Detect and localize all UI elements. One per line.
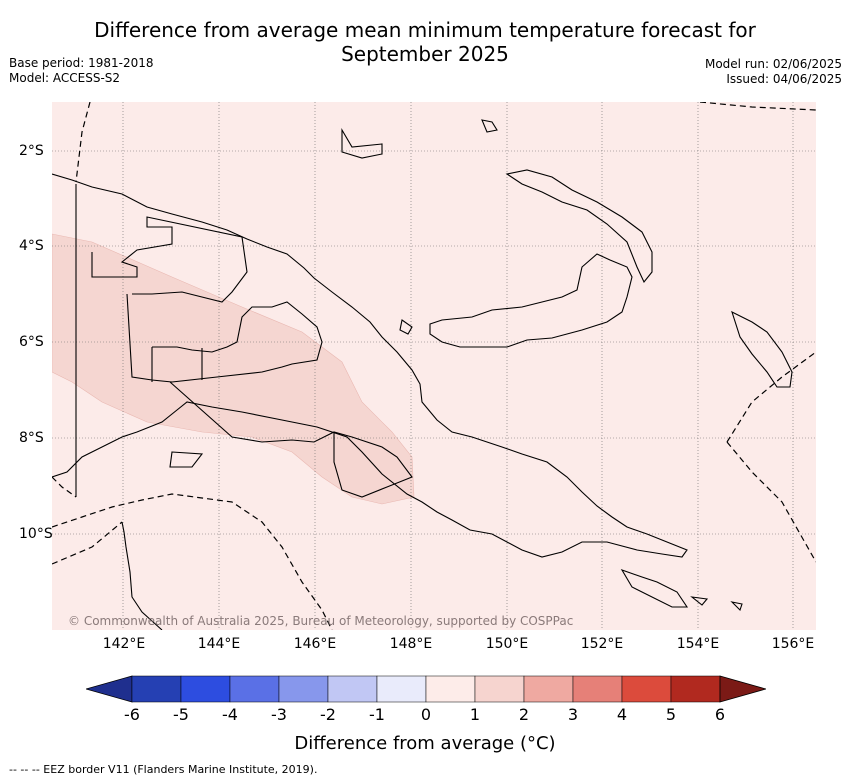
- colorbar-tick-label: -2: [320, 705, 336, 724]
- base-period: Base period: 1981-2018: [9, 56, 154, 70]
- lon-label: 156°E: [771, 636, 815, 652]
- colorbar-cell: [278, 675, 329, 703]
- colorbar-tick-label: 5: [665, 705, 677, 724]
- colorbar: [86, 675, 766, 703]
- lat-label: 2°S: [19, 143, 44, 159]
- colorbar-tick-label: -1: [369, 705, 385, 724]
- colorbar-arrow-high: [719, 675, 766, 703]
- colorbar-tick-label: 4: [616, 705, 628, 724]
- colorbar-tick-label: -6: [124, 705, 140, 724]
- colorbar-cell: [572, 675, 623, 703]
- lon-label: 144°E: [197, 636, 241, 652]
- copyright-notice: © Commonwealth of Australia 2025, Bureau…: [68, 614, 574, 628]
- lon-label: 154°E: [676, 636, 720, 652]
- lat-label: 8°S: [19, 430, 44, 446]
- colorbar-tick-label: -5: [173, 705, 189, 724]
- colorbar-cell: [131, 675, 182, 703]
- gridlines: [52, 102, 816, 630]
- colorbar-cell: [180, 675, 231, 703]
- coastlines: [52, 119, 793, 630]
- colorbar-cell: [523, 675, 574, 703]
- colorbar-arrow-low: [86, 675, 133, 703]
- title-line-1: Difference from average mean minimum tem…: [94, 18, 756, 42]
- colorbar-tick-label: 0: [420, 705, 432, 724]
- lon-label: 152°E: [580, 636, 624, 652]
- eez-borders: [52, 102, 816, 630]
- lat-label: 10°S: [19, 526, 53, 542]
- colorbar-label: Difference from average (°C): [294, 733, 556, 754]
- colorbar-cell: [670, 675, 721, 703]
- lon-label: 142°E: [102, 636, 146, 652]
- lon-label: 150°E: [485, 636, 529, 652]
- title-line-2: September 2025: [341, 42, 509, 66]
- colorbar-tick-label: 1: [469, 705, 481, 724]
- colorbar-tick-label: -4: [222, 705, 238, 724]
- colorbar-cells: [86, 675, 766, 703]
- map-panel: [52, 102, 816, 630]
- colorbar-tick-label: 6: [714, 705, 726, 724]
- issued-date: Issued: 04/06/2025: [726, 72, 842, 86]
- colorbar-cell: [229, 675, 280, 703]
- lat-label: 6°S: [19, 334, 44, 350]
- lon-label: 146°E: [293, 636, 337, 652]
- colorbar-cell: [327, 675, 378, 703]
- lon-label: 148°E: [389, 636, 433, 652]
- meta-left: Base period: 1981-2018 Model: ACCESS-S2: [9, 56, 154, 86]
- colorbar-cell: [376, 675, 427, 703]
- colorbar-cell: [425, 675, 476, 703]
- colorbar-tick-label: -3: [271, 705, 287, 724]
- model-run: Model run: 02/06/2025: [704, 57, 842, 71]
- meta-right: Model run: 02/06/2025 Issued: 04/06/2025: [705, 57, 842, 87]
- chart-title: Difference from average mean minimum tem…: [0, 18, 850, 66]
- lat-label: 4°S: [19, 238, 44, 254]
- colorbar-cell: [621, 675, 672, 703]
- colorbar-tick-label: 2: [518, 705, 530, 724]
- colorbar-cell: [474, 675, 525, 703]
- eez-legend: -- -- -- EEZ border V11 (Flanders Marine…: [9, 763, 318, 776]
- colorbar-tick-label: 3: [567, 705, 579, 724]
- model-name: Model: ACCESS-S2: [9, 71, 121, 85]
- anomaly-band-1-2: [52, 233, 415, 505]
